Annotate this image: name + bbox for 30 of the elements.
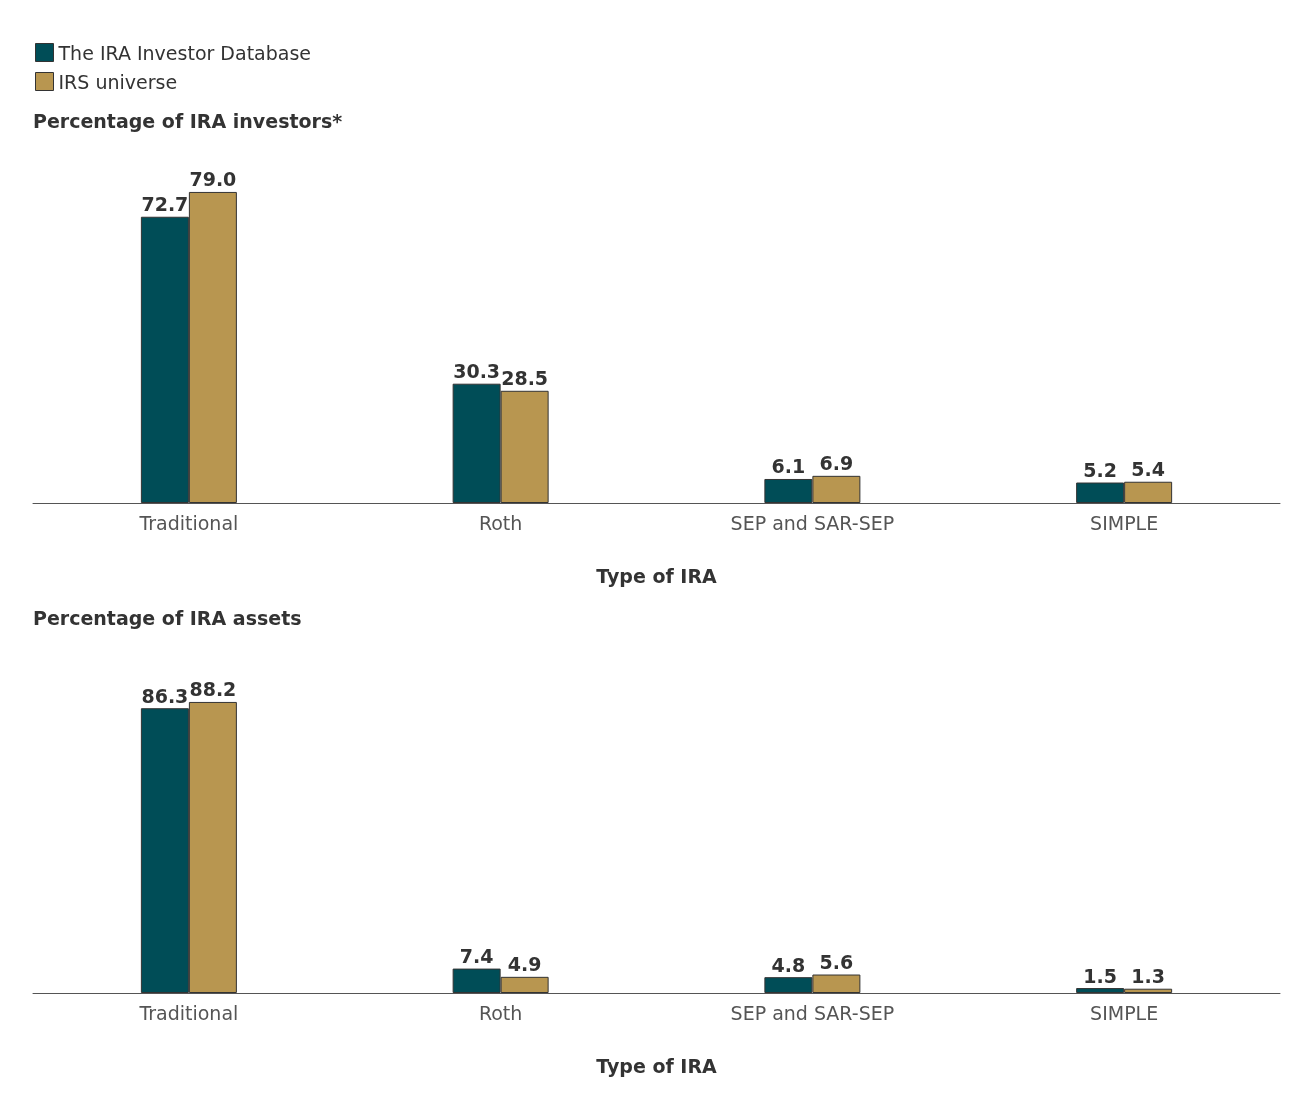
data-label: 5.4	[1131, 458, 1165, 481]
data-label: 5.2	[1083, 459, 1117, 482]
data-label: 79.0	[189, 168, 237, 191]
x-tick-label: SIMPLE	[1090, 1001, 1159, 1024]
data-label: 6.9	[819, 452, 854, 475]
data-label: 28.5	[501, 367, 549, 390]
x-tick-label: SEP and SAR-SEP	[730, 1001, 895, 1024]
data-label: 88.2	[189, 678, 237, 701]
data-label: 5.6	[819, 951, 854, 974]
x-axis-title: Type of IRA	[596, 1054, 718, 1077]
chart-title: Percentage of IRA assets	[33, 606, 302, 629]
x-axis-title: Type of IRA	[596, 564, 718, 587]
data-label: 86.3	[141, 684, 189, 707]
data-label: 4.8	[771, 953, 806, 976]
x-tick-label: Traditional	[138, 1001, 239, 1024]
data-label: 1.5	[1083, 964, 1117, 987]
x-tick-label: SEP and SAR-SEP	[730, 511, 895, 534]
data-label: 72.7	[141, 193, 189, 216]
x-tick-label: Traditional	[138, 511, 239, 534]
x-tick-label: Roth	[478, 1001, 523, 1024]
data-label: 7.4	[459, 945, 494, 968]
data-label: 1.3	[1131, 965, 1165, 988]
chart-title: Percentage of IRA investors*	[33, 109, 343, 132]
legend-label: IRS universe	[58, 70, 178, 93]
legend-label: The IRA Investor Database	[57, 41, 312, 64]
x-tick-label: SIMPLE	[1090, 511, 1159, 534]
data-label: 6.1	[771, 455, 806, 478]
data-label: 30.3	[453, 360, 501, 383]
x-tick-label: Roth	[478, 511, 523, 534]
data-label: 4.9	[507, 953, 542, 976]
